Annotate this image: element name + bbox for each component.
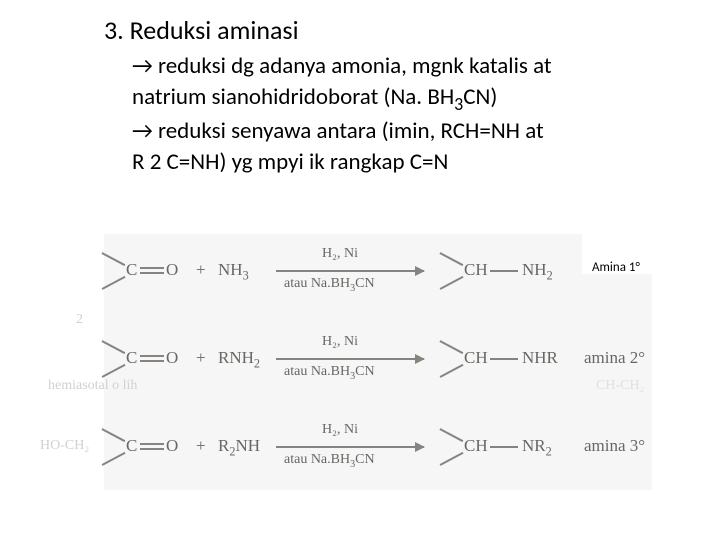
body-text: → reduksi dg adanya amonia, mgnk katalis… (104, 52, 654, 176)
product-label-3: amina 3° (584, 436, 645, 456)
lhs-carbon: C (126, 348, 137, 368)
lhs-oxygen: O (166, 260, 178, 280)
body-sub-3: 3 (454, 93, 463, 115)
body-line-2: natrium sianohidridoborat (Na. BH3CN) (132, 83, 654, 115)
reagent: R2NH (218, 436, 260, 459)
reaction-arrow (276, 446, 424, 448)
rhs-carbon: CH (464, 436, 488, 456)
lhs-carbon: C (126, 260, 137, 280)
faint-text: 2 (76, 312, 83, 328)
reaction-diagram: 2 hemiasotal o lih HO-CH₂ CH-CH₂ C O + N… (104, 234, 652, 490)
rhs-carbon: CH (464, 348, 488, 368)
product-label-2: amina 2° (584, 348, 645, 368)
lhs-oxygen: O (166, 348, 178, 368)
cond-top: H₂, Ni (322, 422, 358, 438)
faint-text: HO-CH₂ (40, 438, 89, 454)
rhs-nitrogen: NR2 (522, 436, 552, 459)
body-line-4: R 2 C=NH) yg mpyi ik rangkap C=N (132, 148, 654, 177)
reaction-arrow (276, 270, 424, 272)
lhs-oxygen: O (166, 436, 178, 456)
plus-sign: + (196, 436, 206, 456)
cond-bottom: atau Na.BH3CN (284, 364, 375, 382)
cond-bottom: atau Na.BH3CN (284, 276, 375, 294)
reagent: NH3 (218, 260, 249, 283)
cond-top: H₂, Ni (322, 334, 358, 350)
reaction-arrow (276, 358, 424, 360)
lhs-carbon: C (126, 436, 137, 456)
product-label-1: Amina 1° (592, 260, 640, 275)
body-line-3: → reduksi senyawa antara (imin, RCH=NH a… (132, 117, 654, 146)
slide-heading: 3. Reduksi aminasi (104, 14, 720, 46)
body-line-2b: CN) (463, 83, 497, 111)
plus-sign: + (196, 260, 206, 280)
faint-text: hemiasotal o lih (48, 378, 137, 394)
cond-top: H₂, Ni (322, 246, 358, 262)
rhs-nitrogen: NH2 (522, 260, 553, 283)
faint-text: CH-CH₂ (596, 378, 644, 394)
body-line-2a: natrium sianohidridoborat (Na. BH (132, 83, 454, 111)
rhs-carbon: CH (464, 260, 488, 280)
body-line-1: → reduksi dg adanya amonia, mgnk katalis… (132, 52, 654, 81)
cond-bottom: atau Na.BH3CN (284, 452, 375, 470)
rhs-nitrogen: NHR (522, 348, 558, 368)
plus-sign: + (196, 348, 206, 368)
reagent: RNH2 (218, 348, 260, 371)
